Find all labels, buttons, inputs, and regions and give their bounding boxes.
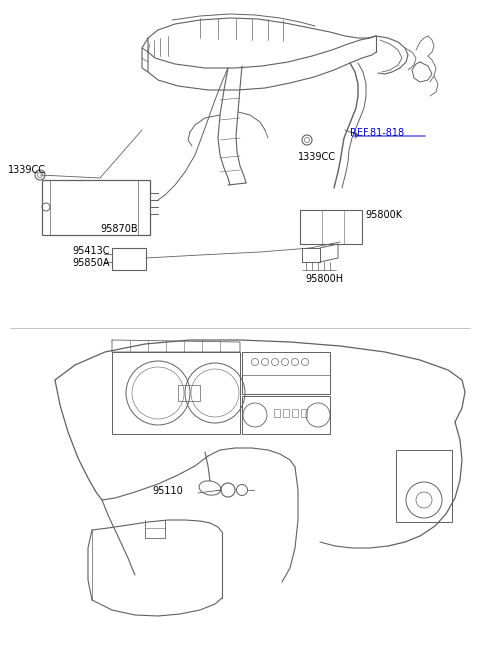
Text: 1339CC: 1339CC xyxy=(8,165,46,175)
Bar xyxy=(274,409,280,417)
Bar xyxy=(242,352,330,394)
Bar xyxy=(112,248,146,270)
Text: 95413C: 95413C xyxy=(72,246,109,256)
Text: 95870B: 95870B xyxy=(100,224,138,234)
Bar xyxy=(396,450,452,522)
Bar xyxy=(292,409,298,417)
Text: 1339CC: 1339CC xyxy=(298,152,336,162)
Bar xyxy=(300,210,362,244)
Bar xyxy=(242,396,330,434)
Bar xyxy=(112,352,240,434)
Text: 95800H: 95800H xyxy=(305,274,343,284)
Text: REF.81-818: REF.81-818 xyxy=(350,128,404,138)
Text: 95850A: 95850A xyxy=(72,258,109,268)
Text: 95110: 95110 xyxy=(152,486,183,496)
Bar xyxy=(301,409,307,417)
Bar xyxy=(283,409,289,417)
Text: 95800K: 95800K xyxy=(365,210,402,220)
Bar xyxy=(42,180,150,235)
Bar xyxy=(178,385,200,401)
